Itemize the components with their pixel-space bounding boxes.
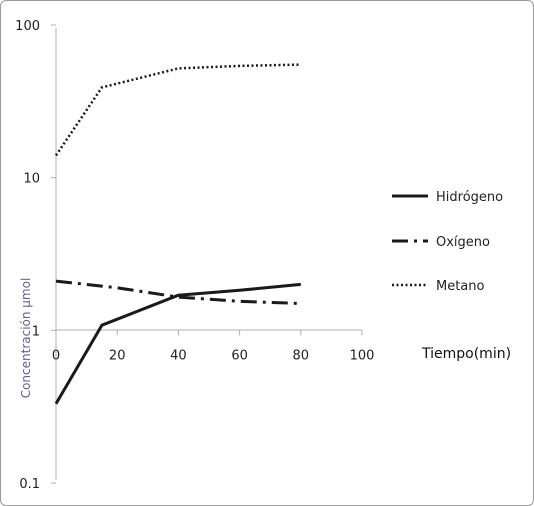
x-tick-label: 60 [231,348,248,363]
legend-label-oxigeno: Oxígeno [436,235,490,250]
y-tick-label: 100 [15,19,40,34]
series-line-metano [54,63,301,157]
series-line-hidrogeno [54,282,301,405]
y-axis-label: Concentración μmol [19,278,33,399]
x-tick-label: 40 [170,348,187,363]
legend-label-hidrogeno: Hidrógeno [436,190,503,205]
x-tick-label: 100 [350,348,375,363]
y-tick-label: 10 [23,172,40,187]
x-tick-label: 0 [52,348,60,363]
series-line-oxigeno [55,279,301,305]
x-tick-label: 80 [293,348,310,363]
legend: Hidrógeno Oxígeno Metano [392,190,503,294]
legend-label-metano: Metano [436,279,485,294]
y-tick-label: 1 [32,324,40,339]
x-tick-label: 20 [109,348,126,363]
x-axis-label: Tiempo(min) [421,346,511,362]
y-tick-label: 0.1 [19,477,40,492]
